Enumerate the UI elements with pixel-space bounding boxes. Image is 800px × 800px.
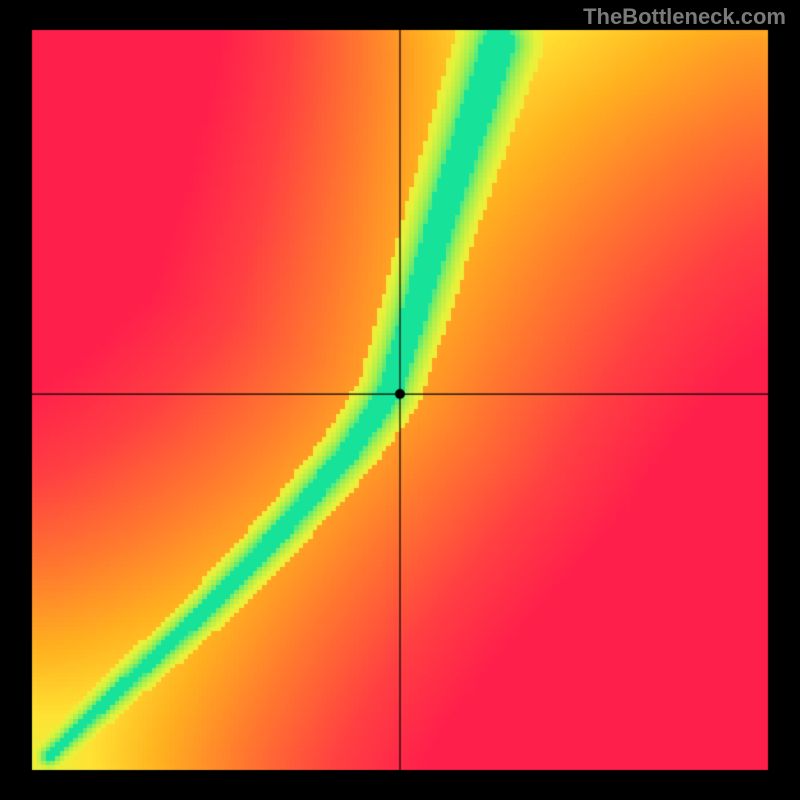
heatmap-canvas [0, 0, 800, 800]
watermark-label: TheBottleneck.com [583, 4, 786, 30]
chart-root: TheBottleneck.com [0, 0, 800, 800]
